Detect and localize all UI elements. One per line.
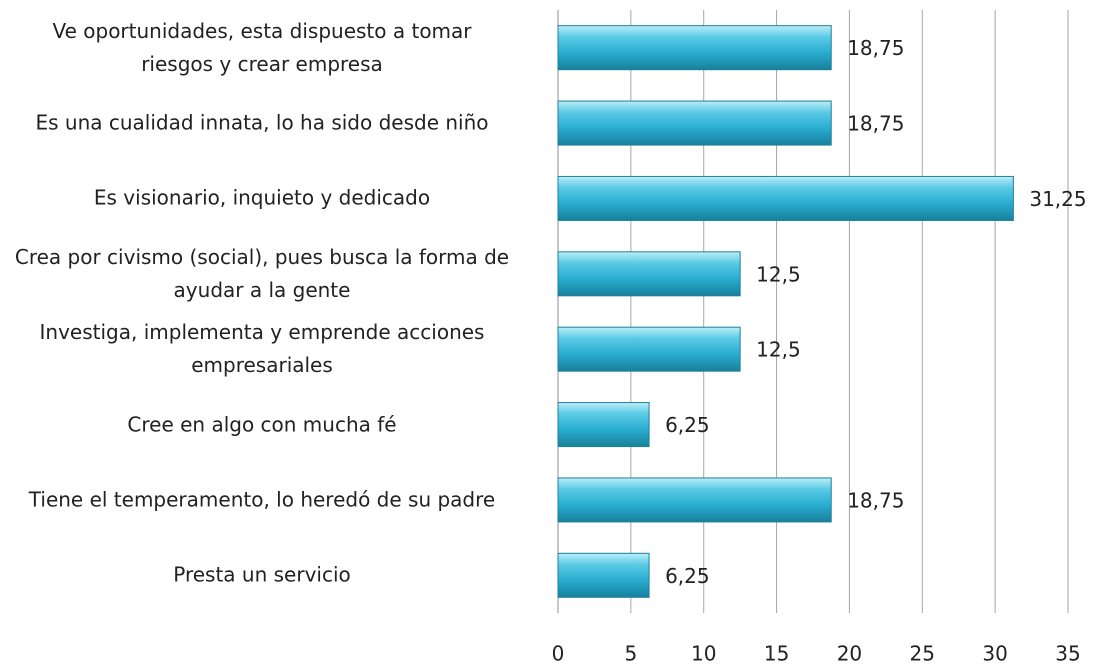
x-tick-label: 30 xyxy=(982,642,1007,666)
bar xyxy=(557,25,832,71)
bar xyxy=(557,175,1014,221)
value-label: 6,25 xyxy=(665,564,710,588)
value-label: 6,25 xyxy=(665,413,710,437)
category-label: Investiga, implementa y emprende accione… xyxy=(39,320,485,378)
category-label: Cree en algo con mucha fé xyxy=(127,412,397,437)
bar xyxy=(557,251,741,297)
category-label: Es una cualidad innata, lo ha sido desde… xyxy=(35,110,489,135)
x-tick-label: 0 xyxy=(552,642,565,666)
x-tick-label: 10 xyxy=(691,642,716,666)
category-label: Presta un servicio xyxy=(173,562,351,587)
value-label: 18,75 xyxy=(847,36,904,60)
category-label: Ve oportunidades, esta dispuesto a tomar… xyxy=(52,18,472,76)
x-tick-label: 15 xyxy=(764,642,789,666)
x-tick-label: 5 xyxy=(624,642,637,666)
bar xyxy=(557,552,650,598)
category-label: Tiene el temperamento, lo heredó de su p… xyxy=(28,487,496,512)
bar xyxy=(557,477,832,523)
value-label: 18,75 xyxy=(847,488,904,512)
bar xyxy=(557,326,741,372)
value-label: 31,25 xyxy=(1029,187,1086,211)
bar xyxy=(557,402,650,448)
x-tick-label: 20 xyxy=(837,642,862,666)
value-label: 12,5 xyxy=(756,338,801,362)
value-label: 18,75 xyxy=(847,112,904,136)
category-label: Es visionario, inquieto y dedicado xyxy=(93,185,431,210)
category-label: Crea por civismo (social), pues busca la… xyxy=(14,244,510,302)
value-label: 12,5 xyxy=(756,262,801,286)
x-tick-label: 25 xyxy=(910,642,935,666)
x-tick-label: 35 xyxy=(1055,642,1080,666)
bar xyxy=(557,100,832,146)
